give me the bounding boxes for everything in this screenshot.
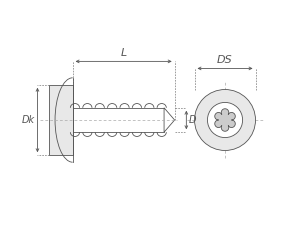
Text: Dk: Dk [22,115,35,125]
Circle shape [194,90,256,150]
Bar [49,85,73,155]
Circle shape [207,102,243,138]
Polygon shape [215,109,235,131]
Text: L: L [121,48,127,58]
Polygon shape [164,108,175,132]
Text: D: D [189,115,196,125]
Text: DS: DS [217,55,233,65]
